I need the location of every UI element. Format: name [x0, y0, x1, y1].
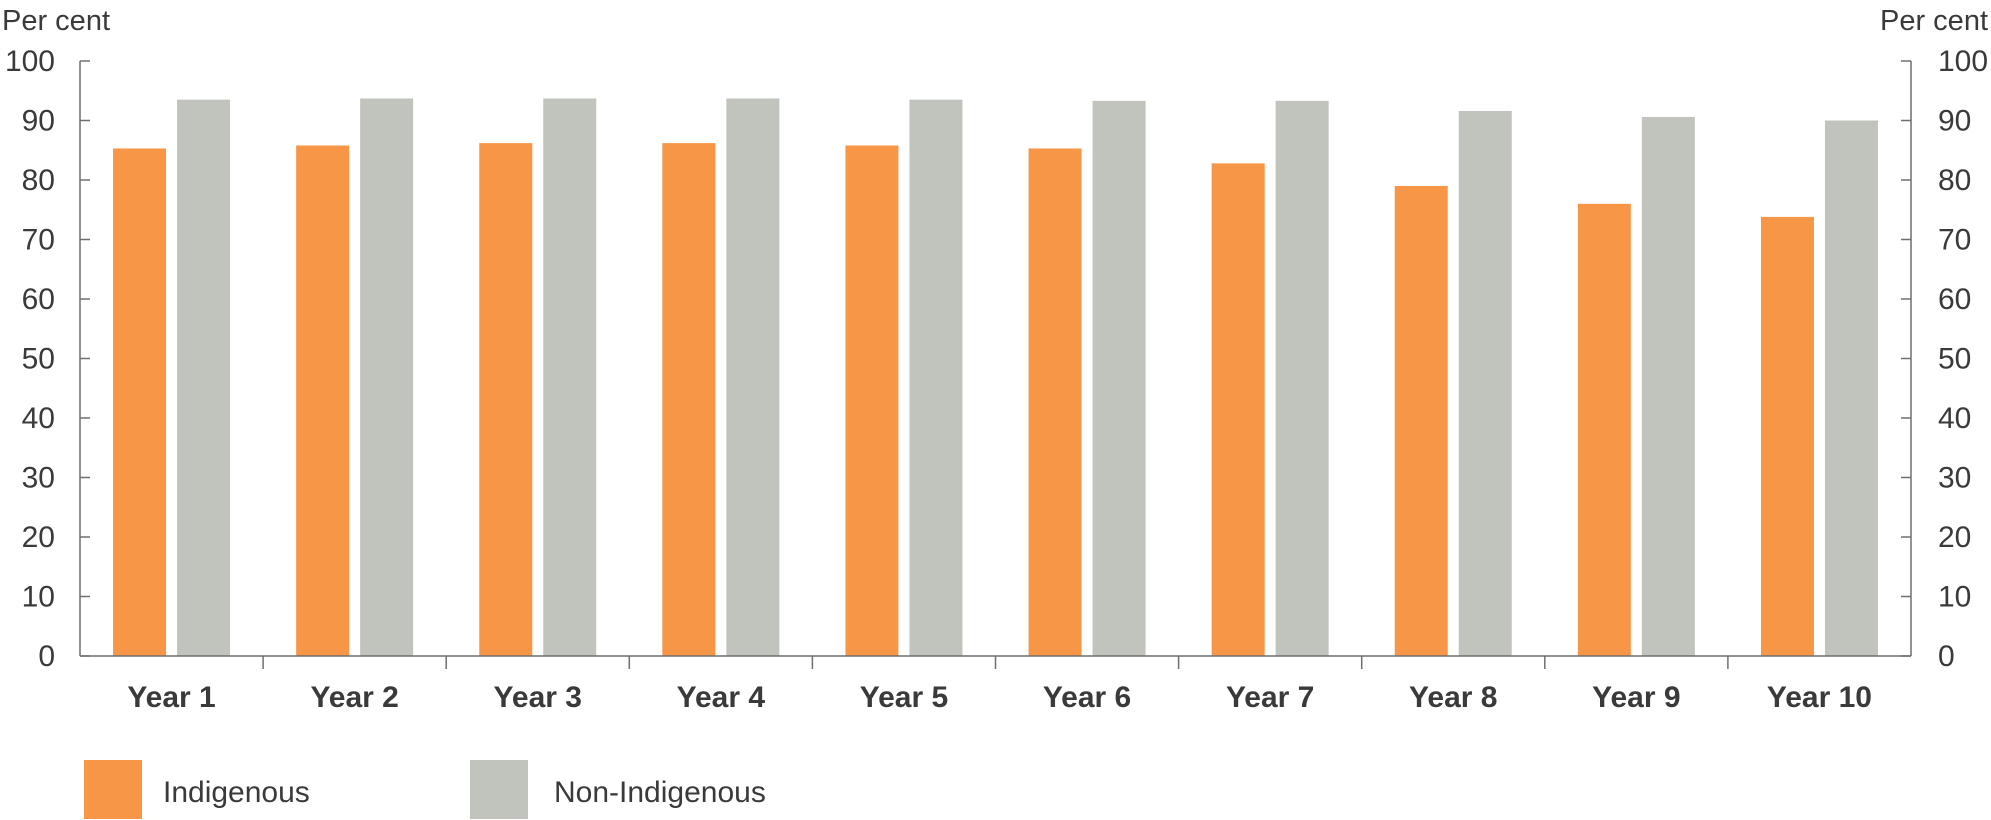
- bar-indigenous: [296, 145, 350, 657]
- bar-non-indigenous: [1824, 120, 1878, 656]
- bar-indigenous: [845, 145, 899, 657]
- legend-swatch: [470, 760, 528, 819]
- x-category-label: Year 3: [494, 681, 582, 714]
- right-y-axis: 0 10 20 30 40 50 60 70 80 90 100: [1901, 45, 1988, 673]
- left-axis-unit-label: Per cent: [2, 5, 110, 37]
- x-category-label: Year 8: [1409, 681, 1497, 714]
- x-category-label: Year 2: [310, 681, 398, 714]
- bar-indigenous: [1760, 216, 1814, 656]
- bar-indigenous: [1394, 185, 1448, 656]
- left-tick-label: 40: [22, 402, 55, 435]
- bar-non-indigenous: [1458, 110, 1512, 657]
- right-axis-unit-label: Per cent: [1880, 5, 1988, 37]
- right-tick-label: 80: [1938, 164, 1971, 197]
- right-tick-label: 30: [1938, 462, 1971, 495]
- legend: Indigenous Non-Indigenous: [84, 760, 766, 819]
- bars-group: [113, 98, 1878, 657]
- left-tick-label: 80: [22, 164, 55, 197]
- left-y-axis: 0 10 20 30 40 50 60 70 80 90 100: [5, 45, 90, 673]
- x-category-label: Year 5: [860, 681, 948, 714]
- right-tick-label: 50: [1938, 343, 1971, 376]
- left-tick-label: 0: [38, 640, 55, 673]
- bar-non-indigenous: [1092, 100, 1146, 657]
- right-tick-label: 40: [1938, 402, 1971, 435]
- right-tick-label: 60: [1938, 283, 1971, 316]
- right-tick-label: 10: [1938, 581, 1971, 614]
- right-tick-label: 0: [1938, 640, 1955, 673]
- right-tick-label: 100: [1938, 45, 1988, 78]
- bar-non-indigenous: [360, 98, 414, 657]
- left-tick-label: 70: [22, 224, 55, 257]
- bar-non-indigenous: [909, 99, 963, 657]
- right-tick-label: 20: [1938, 521, 1971, 554]
- x-category-label: Year 10: [1767, 681, 1872, 714]
- bar-indigenous: [1028, 148, 1082, 656]
- bar-indigenous: [1577, 203, 1631, 657]
- bar-non-indigenous: [177, 99, 231, 657]
- bar-non-indigenous: [1275, 100, 1329, 657]
- left-tick-label: 50: [22, 343, 55, 376]
- legend-swatch: [84, 760, 142, 819]
- x-category-label: Year 6: [1043, 681, 1131, 714]
- legend-label: Non-Indigenous: [554, 776, 766, 809]
- bar-non-indigenous: [1641, 116, 1695, 657]
- left-tick-label: 100: [5, 45, 55, 78]
- bar-non-indigenous: [726, 98, 780, 657]
- x-category-label: Year 4: [677, 681, 766, 714]
- legend-label: Indigenous: [163, 776, 310, 809]
- left-tick-label: 90: [22, 105, 55, 138]
- left-tick-label: 30: [22, 462, 55, 495]
- x-category-label: Year 9: [1592, 681, 1680, 714]
- bar-non-indigenous: [543, 98, 597, 657]
- right-tick-label: 90: [1938, 105, 1971, 138]
- bar-indigenous: [1211, 163, 1265, 656]
- x-axis: Year 1 Year 2 Year 3 Year 4 Year 5 Year 6 Year…: [80, 655, 1911, 714]
- bar-indigenous: [479, 143, 533, 657]
- x-category-label: Year 7: [1226, 681, 1314, 714]
- right-tick-label: 70: [1938, 224, 1971, 257]
- left-tick-label: 60: [22, 283, 55, 316]
- left-tick-label: 20: [22, 521, 55, 554]
- bar-indigenous: [662, 143, 716, 657]
- left-tick-label: 10: [22, 581, 55, 614]
- bar-indigenous: [113, 148, 167, 656]
- x-category-label: Year 1: [127, 681, 215, 714]
